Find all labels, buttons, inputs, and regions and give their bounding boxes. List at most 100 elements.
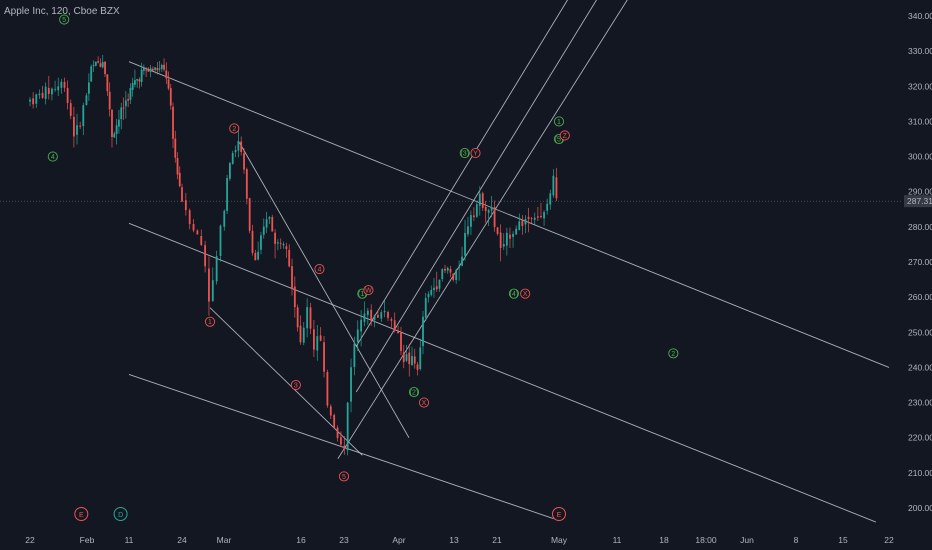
candle-body	[268, 217, 271, 219]
last-price-label: 287.31	[907, 196, 932, 206]
candle-body	[282, 244, 285, 246]
price-tick-label: 200.00	[908, 503, 932, 513]
time-tick-label: Mar	[217, 535, 232, 545]
candle-body	[60, 81, 63, 88]
candle-body	[484, 206, 487, 211]
candle-body	[397, 331, 399, 334]
candle-body	[313, 329, 315, 350]
candle-body	[530, 218, 533, 220]
time-tick-label: 16	[296, 535, 306, 545]
price-tick-label: 220.00	[908, 433, 932, 443]
candle-body	[254, 252, 257, 261]
candle-body	[92, 64, 95, 66]
candle-body	[94, 61, 97, 66]
candle-body	[430, 289, 433, 295]
candle-body	[184, 200, 187, 211]
candle-body	[165, 70, 168, 79]
candle-body	[265, 219, 268, 228]
candle-body	[524, 218, 527, 225]
candle-body	[154, 67, 156, 70]
wave-label-circle	[47, 151, 58, 162]
wave-label-circle	[508, 288, 519, 299]
degree-label-circle	[552, 507, 566, 521]
candle-body	[441, 269, 444, 280]
candle-body	[29, 99, 31, 102]
candle-body	[115, 125, 118, 135]
candle-body	[44, 86, 47, 99]
time-tick-label: 23	[339, 535, 349, 545]
candle-body	[521, 219, 524, 226]
candle-body	[433, 287, 435, 291]
candle-body	[302, 327, 305, 343]
price-tick-label: 340.00	[908, 11, 932, 21]
time-tick-label: 24	[177, 535, 187, 545]
candle-body	[262, 226, 265, 235]
candle-body	[336, 427, 339, 438]
time-tick-label: 11	[125, 535, 134, 545]
candle-body	[237, 140, 240, 151]
candle-body	[131, 83, 134, 90]
candle-body	[380, 312, 383, 319]
candle-body	[169, 88, 172, 106]
candle-body	[518, 221, 521, 230]
candle-body	[366, 310, 369, 316]
candle-body	[536, 216, 539, 218]
candle-body	[167, 79, 170, 89]
candle-body	[490, 207, 493, 211]
candle-body	[147, 69, 150, 72]
candle-body	[79, 125, 82, 127]
wave-label-circle	[559, 130, 570, 141]
candle-body	[487, 210, 490, 213]
candle-body	[422, 316, 424, 347]
candle-body	[211, 280, 214, 302]
candle-body	[163, 64, 165, 70]
candle-body	[461, 256, 463, 266]
candle-body	[533, 217, 536, 220]
candle-body	[101, 62, 104, 68]
candle-body	[274, 232, 276, 244]
candle-body	[408, 352, 411, 365]
price-tick-label: 260.00	[908, 292, 932, 302]
candle-body	[142, 67, 145, 71]
candle-body	[104, 61, 106, 75]
candle-body	[333, 415, 336, 428]
candle-body	[248, 198, 251, 231]
candle-body	[118, 119, 120, 127]
wave-label: 4	[317, 266, 321, 273]
candle-body	[549, 193, 552, 205]
price-tick-label: 330.00	[908, 46, 932, 56]
candle-body	[467, 226, 469, 235]
chart-title: Apple Inc, 120, Cboe BZX	[4, 6, 120, 17]
candle-body	[390, 319, 393, 321]
trendline	[355, 0, 598, 393]
candle-body	[57, 86, 60, 91]
candle-body	[215, 256, 218, 282]
candle-body	[540, 215, 542, 218]
candle-body	[260, 235, 262, 250]
candle-body	[271, 217, 274, 232]
candle-body	[552, 175, 555, 196]
time-tick-label: 22	[25, 535, 35, 545]
time-tick-label: 15	[838, 535, 848, 545]
candle-body	[353, 343, 356, 368]
candle-body	[176, 157, 179, 175]
candle-body	[346, 402, 349, 451]
candle-body	[85, 95, 88, 106]
candle-body	[208, 268, 210, 302]
candle-body	[90, 66, 93, 82]
candle-body	[63, 81, 66, 88]
price-tick-label: 280.00	[908, 222, 932, 232]
candle-body	[360, 319, 363, 332]
wave-label-circle	[314, 263, 325, 275]
candle-body	[277, 242, 279, 244]
candle-body	[356, 329, 359, 343]
candle-body	[499, 232, 502, 248]
candle-body	[543, 212, 545, 219]
wave-label: 1	[557, 119, 561, 126]
candle-body	[251, 230, 254, 253]
candle-body	[240, 141, 243, 153]
candle-body	[108, 91, 111, 110]
candle-body	[229, 163, 231, 179]
candle-body	[158, 68, 161, 70]
